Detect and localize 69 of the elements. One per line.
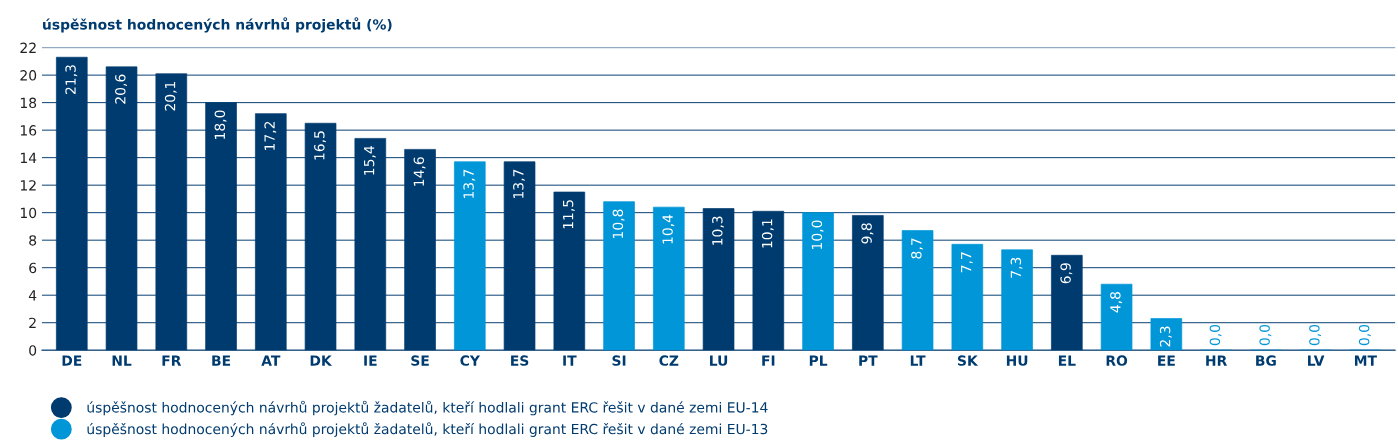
legend-label: úspěšnost hodnocených návrhů projektů žadatelů, kteří hodlali grant ERC řešit v dané zemi EU-13: [87, 422, 768, 437]
data-label: 0,0: [1209, 324, 1222, 346]
x-tick-label: AT: [261, 355, 281, 366]
x-tick-label: PL: [809, 355, 828, 366]
x-tick-label: LT: [910, 355, 926, 366]
data-label: 10,4: [662, 214, 675, 244]
y-tick-label: 20: [20, 70, 37, 81]
data-label: 0,0: [1309, 324, 1322, 346]
data-label: 6,9: [1060, 263, 1073, 284]
data-label: 13,7: [463, 169, 476, 199]
x-tick-label: RO: [1106, 355, 1128, 366]
data-label: 21,3: [65, 65, 78, 95]
x-tick-label: HR: [1206, 355, 1227, 366]
y-tick-label: 6: [29, 262, 37, 274]
x-tick-label: PT: [859, 355, 878, 366]
x-tick-label: FI: [762, 355, 775, 366]
data-label: 10,1: [761, 219, 774, 248]
x-tick-label: HU: [1006, 355, 1028, 366]
y-tick-label: 12: [20, 180, 36, 191]
data-label: 0,0: [1358, 324, 1371, 346]
data-label: 10,8: [612, 209, 625, 238]
x-tick-label: LU: [710, 355, 728, 366]
data-label: 4,8: [1110, 292, 1123, 313]
legend-label: úspěšnost hodnocených návrhů projektů žadatelů, kteří hodlali grant ERC řešit v dané zemi EU-14: [87, 400, 768, 416]
y-tick-label: 8: [29, 235, 37, 246]
x-tick-label: SK: [957, 355, 979, 366]
data-label: 10,3: [712, 216, 725, 245]
y-tick-label: 14: [20, 152, 37, 163]
data-label: 15,4: [364, 146, 376, 175]
y-tick-label: 16: [20, 125, 37, 136]
data-label: 20,6: [115, 74, 127, 104]
x-tick-label: MT: [1354, 355, 1377, 366]
data-label: 10,0: [811, 220, 824, 249]
x-tick-label: FR: [162, 355, 182, 366]
x-tick-label: LV: [1308, 355, 1325, 366]
x-tick-label: NL: [112, 355, 132, 366]
data-label: 13,7: [513, 169, 526, 199]
data-label: 16,5: [314, 131, 326, 160]
y-tick-label: 18: [20, 97, 37, 109]
y-tick-label: 22: [20, 42, 36, 53]
y-tick-label: 2: [29, 317, 36, 328]
data-label: 20,1: [164, 81, 177, 111]
data-label: 18,0: [214, 110, 227, 139]
data-label: 11,5: [563, 200, 575, 229]
data-label: 8,7: [911, 238, 924, 259]
x-tick-label: CY: [460, 355, 481, 366]
x-tick-label: CZ: [659, 355, 679, 366]
x-tick-label: IT: [563, 355, 577, 366]
y-tick-label: 0: [29, 345, 37, 356]
x-tick-label: BE: [212, 355, 231, 366]
x-tick-label: IE: [364, 355, 377, 366]
data-label: 17,2: [264, 121, 277, 150]
x-tick-label: ES: [511, 355, 529, 366]
x-tick-label: BG: [1256, 355, 1276, 366]
x-tick-label: DK: [310, 355, 333, 366]
x-tick-label: EL: [1058, 355, 1076, 366]
chart-title: úspěšnost hodnocených návrhů projektů (%): [43, 17, 392, 33]
data-label: 14,6: [413, 157, 426, 186]
x-tick-label: SE: [411, 355, 429, 366]
x-tick-label: DE: [62, 355, 82, 366]
y-tick-label: 10: [20, 207, 37, 219]
data-label: 9,8: [861, 223, 874, 244]
y-tick-label: 4: [28, 290, 37, 301]
data-label: 7,7: [961, 252, 973, 273]
data-label: 7,3: [1010, 257, 1023, 278]
x-tick-label: EE: [1158, 355, 1175, 366]
data-label: 2,3: [1159, 326, 1172, 347]
data-label: 0,0: [1259, 324, 1272, 346]
x-tick-label: SI: [612, 355, 626, 366]
